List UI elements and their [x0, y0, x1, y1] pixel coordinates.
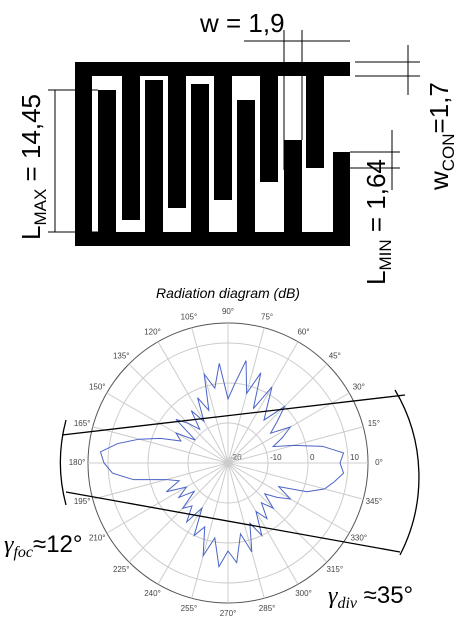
- angle-tick-label: 240°: [144, 589, 161, 598]
- angle-tick-label: 75°: [261, 312, 273, 321]
- w-con-label: wCON=1,7: [424, 82, 458, 191]
- gamma-value: ≈35°: [357, 582, 413, 609]
- l-main: L: [361, 271, 391, 285]
- angle-tick-label: 135°: [113, 351, 130, 360]
- grid-spoke: [191, 462, 229, 599]
- radiation-curve: [99, 360, 345, 569]
- gamma-foc: γfoc≈12°: [4, 531, 82, 561]
- angle-tick-label: 15°: [368, 419, 380, 428]
- w-value: =1,7: [424, 82, 454, 133]
- grid-spoke: [191, 327, 229, 464]
- angle-tick-label: 315°: [326, 565, 343, 574]
- r-tick-label: -10: [270, 453, 282, 462]
- l-value: = 14,45: [16, 94, 46, 189]
- angle-tick-label: 120°: [144, 327, 161, 336]
- angle-tick-label: 60°: [297, 327, 309, 336]
- r-tick-label: 0: [310, 453, 315, 462]
- angle-tick-label: 180°: [69, 458, 86, 467]
- l-max-label: LMAX = 14,45: [16, 94, 50, 240]
- angle-tick-label: 255°: [181, 604, 198, 613]
- chart-title: Radiation diagram (dB): [156, 285, 300, 301]
- angle-tick-label: 150°: [89, 383, 106, 392]
- grid-spoke: [92, 462, 229, 500]
- angle-tick-label: 330°: [350, 534, 367, 543]
- angle-lines: [59, 389, 420, 556]
- angle-tick-label: 0°: [375, 458, 383, 467]
- angle-tick-label: 105°: [181, 312, 198, 321]
- w-main: w: [424, 171, 454, 191]
- comb-structure: [75, 62, 350, 246]
- angle-tick-label: 165°: [74, 419, 91, 428]
- grid-spoke: [106, 392, 229, 464]
- grid-spoke: [92, 426, 229, 464]
- w-sub: CON: [439, 133, 458, 171]
- grid-spoke: [157, 462, 229, 585]
- polar-plot: -20 -10 0 10 0° 15° 30° 45° 60° 75° 90° 105° 120° 135…: [69, 307, 383, 618]
- l-sub: MAX: [31, 189, 50, 226]
- l-sub: MIN: [376, 239, 395, 270]
- grid-spoke: [227, 327, 265, 464]
- grid-spoke: [227, 462, 265, 599]
- gamma: γ: [4, 532, 14, 558]
- grid-spoke: [106, 462, 229, 534]
- angle-tick-label: 90°: [222, 307, 234, 316]
- grid-spoke: [227, 462, 364, 500]
- angle-tick-label: 30°: [353, 383, 365, 392]
- grid-spoke: [227, 341, 299, 464]
- grid-spoke: [128, 363, 229, 464]
- grid-spoke: [227, 462, 299, 585]
- angle-tick-label: 345°: [366, 497, 383, 506]
- grid-spoke: [227, 363, 328, 464]
- angle-tick-label: 270°: [220, 609, 237, 618]
- l-min-label: LMIN = 1,64: [361, 159, 395, 285]
- grid-spoke: [227, 462, 350, 534]
- gamma-sub: div: [337, 595, 357, 612]
- gamma-sub: foc: [13, 544, 33, 561]
- l-main: L: [16, 226, 46, 240]
- gamma-value: ≈12°: [33, 531, 82, 558]
- r-tick-label: 10: [350, 453, 359, 462]
- angle-tick-label: 210°: [89, 534, 106, 543]
- grid-spoke: [227, 426, 364, 464]
- gamma-div: γdiv ≈35°: [328, 582, 413, 612]
- angle-tick-label: 45°: [329, 351, 341, 360]
- w-label: w = 1,9: [199, 8, 285, 38]
- angle-tick-label: 300°: [295, 589, 312, 598]
- grid-spoke: [157, 341, 229, 464]
- angle-tick-label: 225°: [113, 565, 130, 574]
- gamma: γ: [328, 583, 338, 609]
- l-value: = 1,64: [361, 159, 391, 239]
- angle-tick-label: 195°: [74, 497, 91, 506]
- dimension-lines: [48, 30, 420, 233]
- r-tick-label: -20: [230, 453, 242, 462]
- angle-tick-label: 285°: [259, 604, 276, 613]
- grid-spoke: [227, 462, 328, 563]
